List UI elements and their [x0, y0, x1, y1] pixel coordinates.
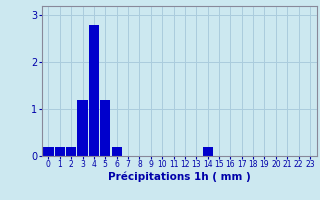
Bar — [112, 147, 122, 156]
Bar — [43, 147, 53, 156]
Bar — [77, 100, 88, 156]
X-axis label: Précipitations 1h ( mm ): Précipitations 1h ( mm ) — [108, 172, 251, 182]
Bar — [203, 147, 213, 156]
Bar — [66, 147, 76, 156]
Bar — [55, 147, 65, 156]
Bar — [89, 25, 99, 156]
Bar — [100, 100, 110, 156]
